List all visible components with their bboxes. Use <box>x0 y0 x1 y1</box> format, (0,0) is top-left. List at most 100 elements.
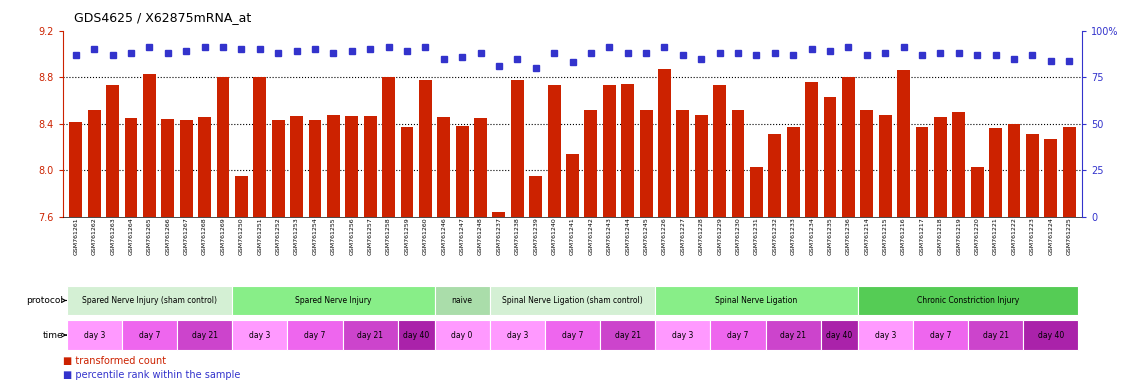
Text: day 40: day 40 <box>403 331 429 339</box>
Text: GSM761214: GSM761214 <box>864 217 869 255</box>
Text: GSM761236: GSM761236 <box>846 217 851 255</box>
Bar <box>766 320 821 350</box>
Text: ■ transformed count: ■ transformed count <box>63 356 166 366</box>
Text: GSM761257: GSM761257 <box>368 217 372 255</box>
Bar <box>787 127 799 217</box>
Text: day 3: day 3 <box>250 331 270 339</box>
Text: GSM761252: GSM761252 <box>276 217 281 255</box>
Text: GSM761225: GSM761225 <box>1067 217 1072 255</box>
Text: protocol: protocol <box>26 296 66 305</box>
Bar <box>655 320 710 350</box>
Bar <box>271 120 285 217</box>
Text: day 7: day 7 <box>727 331 749 339</box>
Bar <box>622 84 634 217</box>
Bar <box>821 320 858 350</box>
Bar <box>474 118 487 217</box>
Bar <box>177 320 232 350</box>
Bar <box>968 320 1024 350</box>
Bar <box>180 120 192 217</box>
Bar <box>858 286 1079 315</box>
Text: day 0: day 0 <box>451 331 473 339</box>
Bar <box>88 110 101 217</box>
Bar <box>842 77 855 217</box>
Bar <box>327 114 340 217</box>
Text: GSM761263: GSM761263 <box>110 217 116 255</box>
Text: GSM761267: GSM761267 <box>183 217 189 255</box>
Bar <box>713 85 726 217</box>
Text: Spared Nerve Injury (sham control): Spared Nerve Injury (sham control) <box>82 296 216 305</box>
Text: day 21: day 21 <box>191 331 218 339</box>
Text: day 3: day 3 <box>506 331 528 339</box>
Text: GSM761218: GSM761218 <box>938 217 942 255</box>
Bar <box>143 74 156 217</box>
Bar <box>710 320 766 350</box>
Text: day 7: day 7 <box>139 331 160 339</box>
Text: GSM761219: GSM761219 <box>956 217 962 255</box>
Text: day 21: day 21 <box>780 331 806 339</box>
Bar <box>253 77 267 217</box>
Bar <box>287 320 342 350</box>
Text: GSM761244: GSM761244 <box>625 217 630 255</box>
Bar <box>437 117 450 217</box>
Bar <box>916 127 929 217</box>
Text: GSM761254: GSM761254 <box>313 217 317 255</box>
Text: day 3: day 3 <box>875 331 895 339</box>
Text: GSM761256: GSM761256 <box>349 217 354 255</box>
Bar <box>397 320 435 350</box>
Text: day 3: day 3 <box>84 331 105 339</box>
Bar <box>121 320 177 350</box>
Bar <box>640 110 653 217</box>
Text: GSM761230: GSM761230 <box>735 217 741 255</box>
Bar <box>898 70 910 217</box>
Bar <box>655 286 858 315</box>
Text: GDS4625 / X62875mRNA_at: GDS4625 / X62875mRNA_at <box>74 12 252 25</box>
Bar <box>198 117 211 217</box>
Bar <box>677 110 689 217</box>
Text: day 21: day 21 <box>982 331 1009 339</box>
Text: Chronic Constriction Injury: Chronic Constriction Injury <box>917 296 1019 305</box>
Bar <box>1044 139 1057 217</box>
Bar <box>435 320 490 350</box>
Bar <box>971 167 984 217</box>
Text: GSM761266: GSM761266 <box>165 217 171 255</box>
Bar <box>66 320 121 350</box>
Text: GSM761217: GSM761217 <box>919 217 924 255</box>
Bar <box>490 286 655 315</box>
Text: GSM761248: GSM761248 <box>477 217 483 255</box>
Text: GSM761222: GSM761222 <box>1011 217 1017 255</box>
Text: GSM761269: GSM761269 <box>221 217 226 255</box>
Text: GSM761262: GSM761262 <box>92 217 96 255</box>
Bar <box>584 110 598 217</box>
Text: GSM761238: GSM761238 <box>515 217 520 255</box>
Bar <box>435 286 490 315</box>
Bar <box>658 69 671 217</box>
Text: day 21: day 21 <box>357 331 384 339</box>
Text: GSM761258: GSM761258 <box>386 217 392 255</box>
Text: GSM761229: GSM761229 <box>717 217 722 255</box>
Bar <box>346 116 358 217</box>
Bar <box>490 320 545 350</box>
Text: GSM761216: GSM761216 <box>901 217 906 255</box>
Text: day 7: day 7 <box>562 331 583 339</box>
Text: GSM761255: GSM761255 <box>331 217 335 255</box>
Bar <box>732 110 744 217</box>
Bar <box>529 176 542 217</box>
Bar <box>989 129 1002 217</box>
Bar <box>232 320 287 350</box>
Bar <box>823 97 837 217</box>
Bar <box>566 154 579 217</box>
Bar <box>125 118 137 217</box>
Text: Spinal Nerve Ligation: Spinal Nerve Ligation <box>716 296 798 305</box>
Text: GSM761221: GSM761221 <box>993 217 998 255</box>
Bar <box>1008 124 1020 217</box>
Text: naive: naive <box>451 296 473 305</box>
Text: GSM761261: GSM761261 <box>73 217 78 255</box>
Bar <box>456 126 468 217</box>
Text: GSM761260: GSM761260 <box>423 217 428 255</box>
Bar <box>401 127 413 217</box>
Text: GSM761239: GSM761239 <box>534 217 538 255</box>
Bar <box>547 85 561 217</box>
Text: day 21: day 21 <box>615 331 641 339</box>
Bar <box>750 167 763 217</box>
Text: ■ percentile rank within the sample: ■ percentile rank within the sample <box>63 370 240 380</box>
